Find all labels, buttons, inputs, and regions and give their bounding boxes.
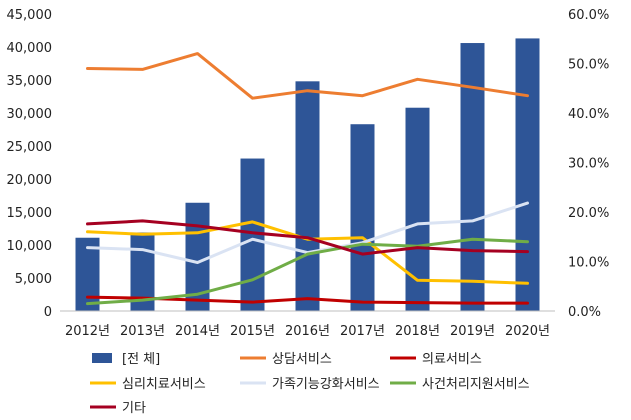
right-tick-label: 50.0% — [568, 58, 609, 73]
left-tick-label: 35,000 — [7, 74, 53, 89]
left-tick-label: 5,000 — [15, 272, 52, 287]
x-tick-label: 2013년 — [120, 324, 165, 339]
legend-swatch-bar — [92, 353, 112, 363]
axis-layer: 0 5,000 10,000 15,000 20,000 25,000 30,000 35,0… — [7, 8, 610, 339]
x-tick-label: 2014년 — [175, 324, 220, 339]
legend-label: 사건처리지원서비스 — [422, 377, 530, 392]
legend-label: 의료서비스 — [422, 352, 482, 367]
line-series-0 — [86, 52, 529, 100]
legend-label: 상담서비스 — [272, 352, 332, 367]
right-tick-label: 20.0% — [568, 206, 609, 221]
lines-layer — [86, 52, 529, 306]
right-tick-label: 40.0% — [568, 107, 609, 122]
bars-layer — [75, 38, 540, 312]
line-series-4 — [86, 237, 529, 306]
left-tick-label: 40,000 — [7, 41, 53, 56]
bar-2012년 — [75, 237, 100, 311]
left-tick-label: 15,000 — [7, 206, 53, 221]
right-tick-label: 10.0% — [568, 256, 609, 271]
x-tick-label: 2020년 — [505, 324, 550, 339]
bar-2019년 — [460, 43, 485, 311]
x-tick-label: 2018년 — [395, 324, 440, 339]
legend-label: 기타 — [122, 401, 146, 416]
bar-2018년 — [405, 107, 430, 311]
left-tick-label: 20,000 — [7, 173, 53, 188]
x-tick-label: 2017년 — [340, 324, 385, 339]
left-tick-label: 10,000 — [7, 239, 53, 254]
x-tick-label: 2016년 — [285, 324, 330, 339]
right-tick-label: 60.0% — [568, 8, 609, 23]
right-tick-label: 0.0% — [568, 305, 601, 320]
bar-2017년 — [350, 124, 375, 311]
legend-label: 심리치료서비스 — [122, 377, 206, 392]
x-tick-label: 2019년 — [450, 324, 495, 339]
legend-label: [전 체] — [122, 352, 160, 367]
left-tick-label: 30,000 — [7, 107, 53, 122]
left-tick-label: 45,000 — [7, 8, 53, 23]
bar-2020년 — [515, 38, 540, 312]
bar-2016년 — [295, 81, 320, 311]
x-tick-label: 2012년 — [65, 324, 110, 339]
x-tick-label: 2015년 — [230, 324, 275, 339]
legend-label: 가족기능강화서비스 — [272, 377, 380, 392]
left-tick-label: 0 — [44, 305, 52, 320]
line-series-5 — [86, 219, 529, 256]
right-tick-label: 30.0% — [568, 157, 609, 172]
left-tick-label: 25,000 — [7, 140, 53, 155]
